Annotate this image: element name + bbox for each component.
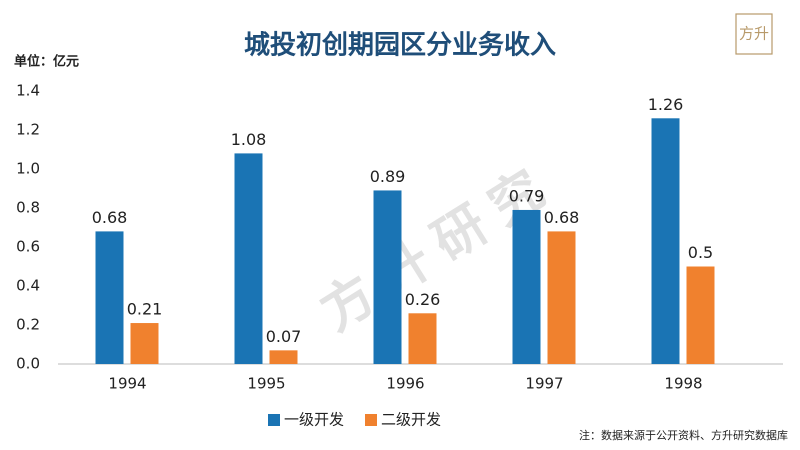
legend-swatch [268, 414, 280, 426]
value-label: 0.68 [544, 208, 580, 227]
bar [269, 350, 298, 364]
y-tick-label: 0.4 [16, 277, 40, 295]
y-tick-label: 1.4 [16, 82, 40, 100]
bar [512, 209, 541, 364]
y-tick-label: 1.2 [16, 121, 40, 139]
value-label: 0.21 [127, 300, 163, 319]
x-tick-label: 1995 [247, 375, 285, 393]
legend-swatch [365, 414, 377, 426]
value-label: 1.08 [231, 130, 267, 149]
bar [373, 190, 402, 364]
value-label: 0.5 [688, 243, 713, 262]
logo: 方升 [739, 25, 769, 43]
value-label: 1.26 [648, 95, 684, 114]
x-tick-label: 1997 [525, 375, 563, 393]
x-tick-label: 1998 [664, 375, 702, 393]
x-tick-label: 1994 [108, 375, 146, 393]
y-tick-label: 0.6 [16, 238, 40, 256]
bar [234, 153, 263, 364]
y-tick-label: 0.2 [16, 316, 40, 334]
chart-title: 城投初创期园区分业务收入 [244, 31, 556, 61]
bar [95, 231, 124, 364]
bar [547, 231, 576, 364]
bar [686, 266, 715, 364]
y-tick-label: 1.0 [16, 160, 40, 178]
value-label: 0.89 [370, 167, 406, 186]
value-label: 0.07 [266, 327, 302, 346]
x-tick-label: 1996 [386, 375, 424, 393]
unit-label: 单位：亿元 [14, 54, 79, 70]
bar [408, 313, 437, 364]
bar [130, 323, 159, 364]
legend-label: 一级开发 [284, 411, 344, 429]
source-note: 注：数据来源于公开资料、方升研究数据库 [579, 428, 788, 442]
value-label: 0.79 [509, 186, 545, 205]
value-label: 0.68 [92, 208, 128, 227]
bar [651, 118, 680, 364]
value-label: 0.26 [405, 290, 441, 309]
legend-label: 二级开发 [381, 411, 441, 429]
y-tick-label: 0.8 [16, 199, 40, 217]
y-tick-label: 0.0 [16, 355, 40, 373]
logo-frame [735, 13, 773, 55]
